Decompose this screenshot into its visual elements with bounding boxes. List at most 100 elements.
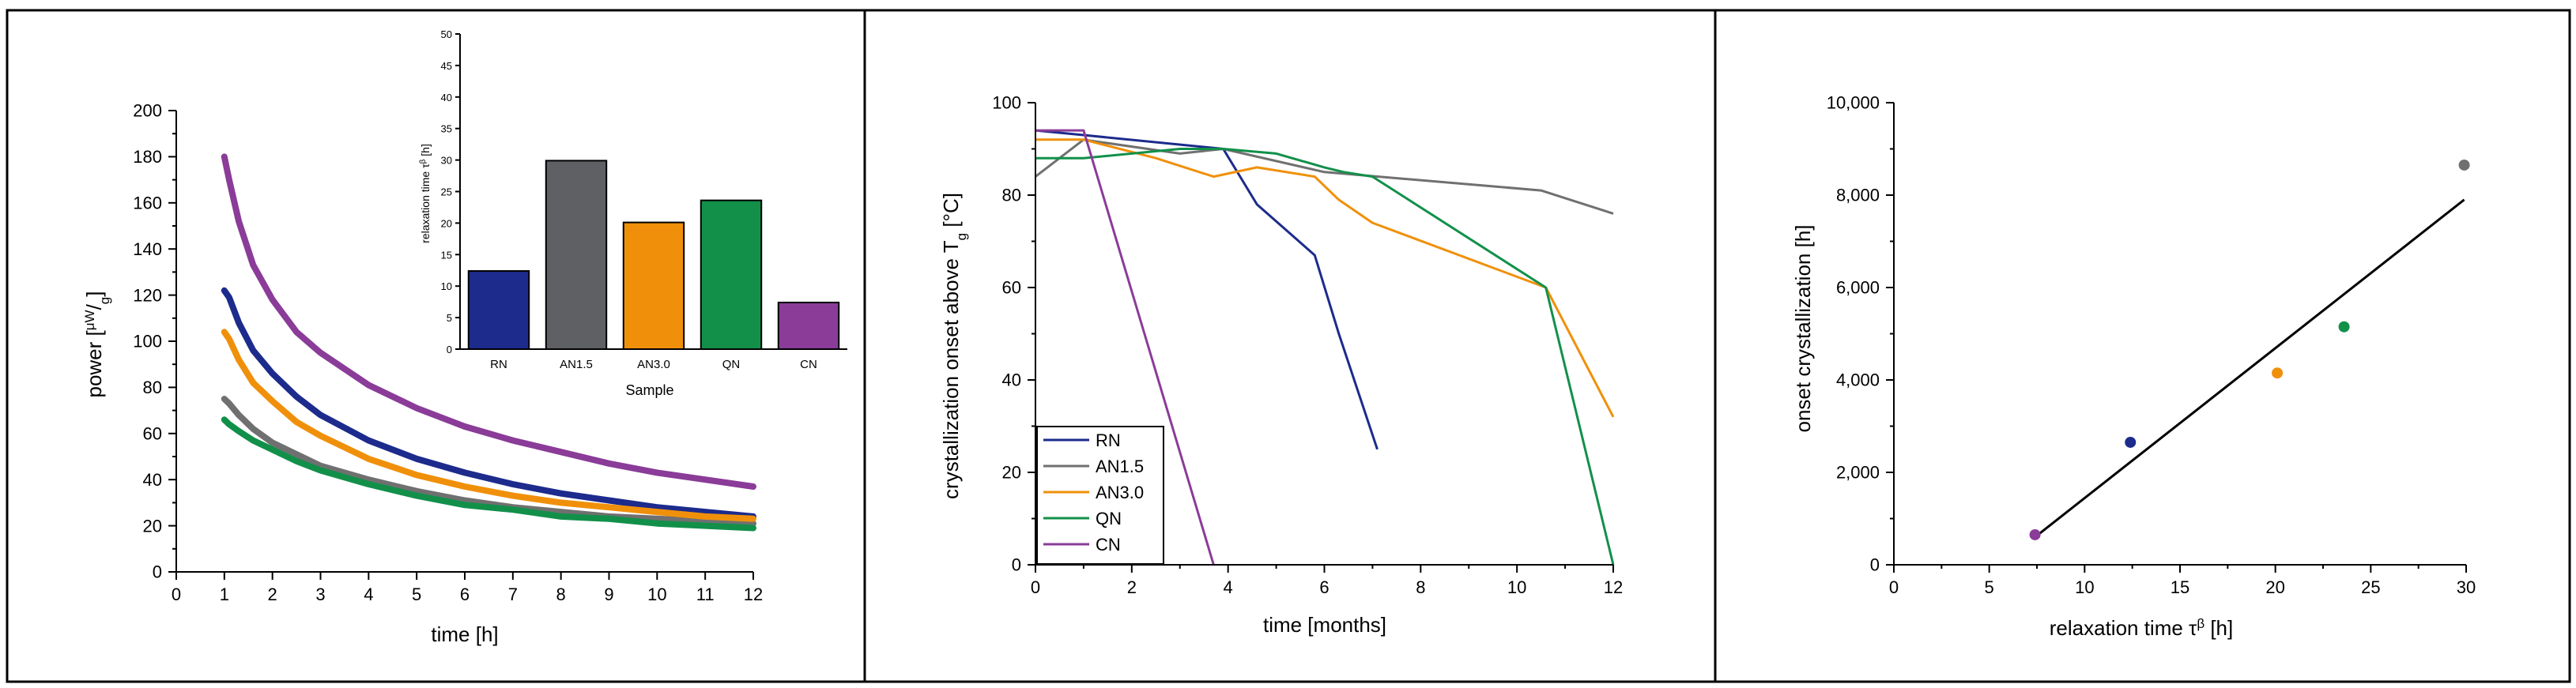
power-y-axis-label: power [μW/g] [82,291,112,397]
correlation-x-tick-label: 20 [2265,577,2284,597]
power-y-tick-label: 180 [133,147,162,167]
power-series-cn [221,153,756,490]
power-y-tick-label: 160 [133,194,162,213]
onset-plot-area [1035,129,1615,566]
bar-y-tick-label: 10 [441,280,452,292]
power-chart: 0 1 2 3 4 5 6 7 8 9 10 11 12020406080100120140160180… [82,101,764,646]
bar-axes: RN AN1.5 AN3.0 QN CN 0 5 10 15 20 25 30 35 40 45 50 [441,28,847,371]
bar-cn [777,301,840,350]
bar-x-tick-label: AN1.5 [560,358,593,371]
correlation-x-tick-label: 0 [1889,577,1899,597]
power-x-tick-label: 12 [744,585,763,604]
bar-x-tick-label: CN [800,358,817,371]
bar-y-tick-label: 0 [447,344,452,355]
bar-y-tick-label: 50 [441,28,452,40]
bar-an3-0 [622,221,685,350]
onset-series-qn [1035,148,1615,566]
power-x-tick-label: 0 [172,585,181,604]
correlation-point-cn [2029,528,2041,540]
power-series-an1-5 [221,396,756,527]
power-y-tick-label: 20 [143,516,162,536]
onset-y-tick-label: 0 [1012,555,1021,575]
correlation-x-tick-label: 10 [2075,577,2094,597]
onset-legend-label-rn: RN [1096,430,1121,450]
power-y-tick-label: 60 [143,424,162,444]
correlation-point-qn [2338,321,2350,333]
correlation-x-axis-label: relaxation time τβ [h] [2050,616,2234,641]
onset-chart: 0 2 4 6 8 10 12 0 20 40 60 80 100 RN AN1.5 AN3.0 QN CN t… [939,93,1623,637]
bar-y-tick-label: 35 [441,123,452,135]
bar-x-tick-label: RN [490,358,507,371]
onset-x-tick-label: 6 [1319,577,1329,597]
power-plot-area [221,153,756,532]
bar-qn [700,199,763,350]
correlation-point-rn [2125,436,2137,448]
bar-rn [467,270,530,351]
correlation-y-tick-label: 6,000 [1836,278,1880,298]
correlation-y-axis-label: onset crystallization [h] [1791,224,1815,432]
power-y-tick-label: 0 [153,562,162,582]
bar-x-tick-label: QN [722,358,741,371]
power-axes: 0 1 2 3 4 5 6 7 8 9 10 11 12020406080100120140160180… [133,101,763,604]
onset-legend: RN AN1.5 AN3.0 QN CN [1036,426,1164,565]
power-y-tick-label: 40 [143,470,162,490]
bar-y-tick-label: 40 [441,92,452,103]
onset-y-tick-label: 40 [1002,370,1021,390]
onset-legend-label-cn: CN [1096,535,1121,555]
correlation-axes: 0 5 10 15 20 25 30 0 2,000 4,000 6,000 8,000 10,000 [1827,93,2476,597]
power-y-tick-label: 120 [133,285,162,305]
onset-y-tick-label: 20 [1002,463,1021,483]
power-x-tick-label: 1 [220,585,229,604]
correlation-x-tick-label: 30 [2457,577,2476,597]
correlation-x-tick-label: 25 [2361,577,2380,597]
correlation-point-an3-0 [2272,367,2284,379]
correlation-y-tick-label: 8,000 [1836,186,1880,205]
power-x-tick-label: 3 [315,585,325,604]
correlation-point-an1-5 [2458,159,2470,171]
power-series-an3-0 [221,329,756,522]
bar-y-tick-label: 30 [441,155,452,167]
power-x-tick-label: 4 [364,585,373,604]
bar-y-tick-label: 5 [447,312,452,324]
onset-x-tick-label: 2 [1127,577,1137,597]
onset-y-axis-label: crystallization onset above Tg [°C] [939,193,969,499]
power-y-tick-label: 100 [133,332,162,352]
power-x-axis-label: time [h] [431,622,498,646]
onset-axes: 0 2 4 6 8 10 12 0 20 40 60 80 100 [992,93,1623,597]
correlation-y-tick-label: 0 [1870,555,1880,575]
bar-y-tick-label: 45 [441,60,452,72]
onset-x-tick-label: 0 [1031,577,1040,597]
power-y-tick-label: 200 [133,101,162,121]
bar-x-tick-label: AN3.0 [637,358,670,371]
power-y-tick-label: 80 [143,378,162,397]
power-x-tick-label: 9 [604,585,613,604]
onset-x-tick-label: 10 [1507,577,1526,597]
onset-y-tick-label: 100 [992,93,1021,113]
onset-series-cn [1035,129,1215,566]
power-x-tick-label: 8 [556,585,566,604]
onset-legend-box [1036,426,1164,565]
correlation-x-tick-label: 15 [2171,577,2189,597]
onset-x-tick-label: 12 [1604,577,1623,597]
correlation-chart: 0 5 10 15 20 25 3002,0004,0006,0008,00010,000 … [1791,93,2476,640]
power-x-tick-label: 2 [268,585,277,604]
power-series-qn [221,416,756,532]
correlation-y-tick-label: 10,000 [1827,93,1880,113]
correlation-y-tick-label: 2,000 [1836,463,1880,483]
bar-an1-5 [545,160,608,350]
onset-legend-label-qn: QN [1096,509,1122,528]
power-x-tick-label: 6 [460,585,470,604]
correlation-fit-line [2034,198,2465,539]
correlation-y-tick-label: 4,000 [1836,370,1880,390]
onset-legend-label-an1-5: AN1.5 [1096,457,1144,476]
correlation-x-tick-label: 5 [1985,577,1994,597]
power-x-tick-label: 5 [412,585,421,604]
onset-series-rn [1035,129,1379,450]
onset-legend-label-an3-0: AN3.0 [1096,483,1144,502]
power-x-tick-label: 11 [696,585,715,604]
bar-y-tick-label: 15 [441,249,452,261]
power-x-tick-label: 7 [508,585,518,604]
bar-y-tick-label: 25 [441,186,452,198]
bar-y-tick-label: 20 [441,217,452,229]
